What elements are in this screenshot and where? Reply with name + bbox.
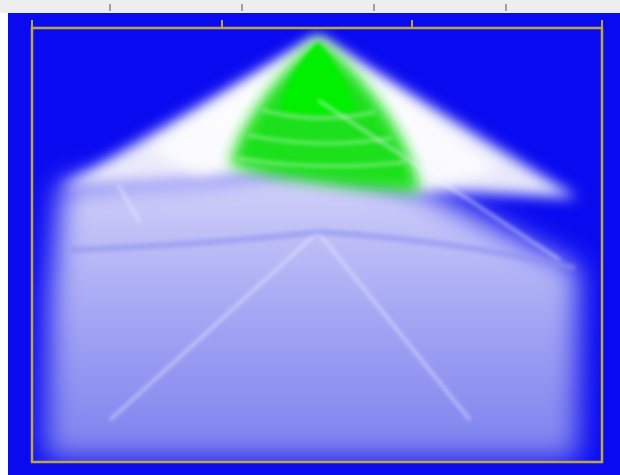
ruler (0, 0, 620, 13)
screenshot (0, 0, 620, 475)
page: (() => { const data = JSON.parse(documen… (0, 0, 620, 475)
